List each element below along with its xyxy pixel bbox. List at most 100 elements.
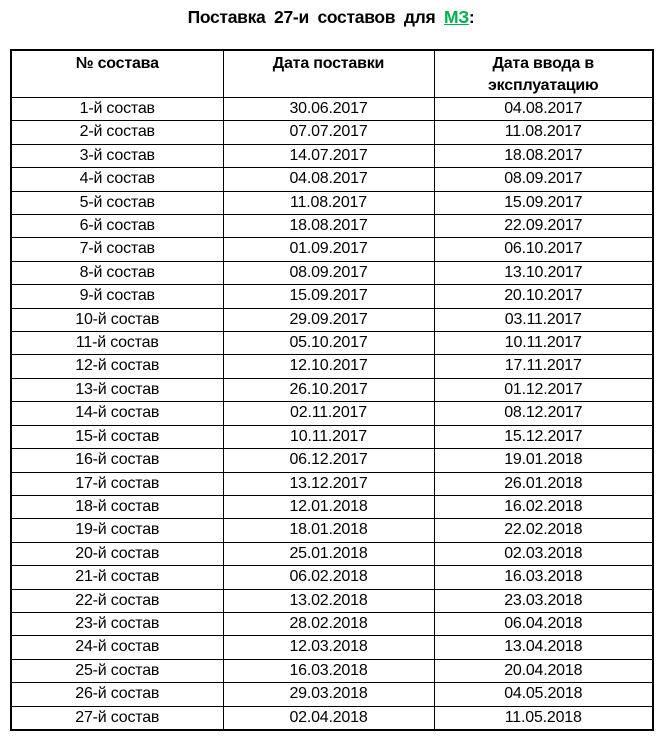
table-cell: 08.12.2017	[433, 401, 654, 426]
table-row: 22-й состав 13.02.2018 23.03.2018	[10, 588, 654, 613]
table-cell: 19-й состав	[10, 518, 224, 543]
table-cell: 13-й состав	[10, 377, 224, 403]
table-cell: 25.01.2018	[222, 541, 435, 567]
table-row: 21-й состав 06.02.2018 16.03.2018	[10, 565, 654, 590]
table-cell: 01.12.2017	[433, 377, 654, 403]
table-cell: 21-й состав	[10, 565, 224, 590]
table-cell: 28.02.2018	[222, 611, 435, 637]
table-row: 15-й состав 10.11.2017 15.12.2017	[10, 424, 654, 450]
table-cell: 04.08.2017	[433, 96, 654, 122]
table-cell: 15.09.2017	[433, 190, 654, 216]
table-row: 27-й состав 02.04.2018 11.05.2018	[10, 705, 654, 731]
table-cell: 9-й состав	[10, 284, 224, 309]
table-cell: 01.09.2017	[222, 237, 435, 262]
table-cell: 02.03.2018	[433, 541, 654, 567]
table-cell: 13.02.2018	[222, 588, 435, 613]
delivery-table: № состава Дата поставки Дата ввода в экс…	[10, 49, 654, 731]
table-cell: 15-й состав	[10, 424, 224, 450]
table-cell: 19.01.2018	[433, 448, 654, 473]
table-cell: 18.08.2017	[433, 143, 654, 169]
table-cell: 18.01.2018	[222, 518, 435, 543]
table-cell: 22.09.2017	[433, 214, 654, 239]
table-cell: 10.11.2017	[222, 424, 435, 450]
table-cell: 20.10.2017	[433, 284, 654, 309]
table-cell: 02.04.2018	[222, 705, 435, 731]
table-cell: 22.02.2018	[433, 518, 654, 543]
table-cell: 15.12.2017	[433, 424, 654, 450]
table-row: 18-й состав 12.01.2018 16.02.2018	[10, 494, 654, 520]
table-cell: 7-й состав	[10, 237, 224, 262]
table-cell: 11.05.2018	[433, 705, 654, 731]
table-cell: 06.04.2018	[433, 611, 654, 637]
table-cell: 12-й состав	[10, 354, 224, 379]
title-text: Поставка 27-и составов для	[187, 7, 444, 27]
table-row: 20-й состав 25.01.2018 02.03.2018	[10, 541, 654, 567]
table-cell: 06.12.2017	[222, 448, 435, 473]
table-cell: 5-й состав	[10, 190, 224, 216]
table-cell: 15.09.2017	[222, 284, 435, 309]
table-cell: 8-й состав	[10, 260, 224, 286]
table-cell: 29.03.2018	[222, 682, 435, 707]
table-row: 19-й состав 18.01.2018 22.02.2018	[10, 518, 654, 543]
table-cell: 18.08.2017	[222, 214, 435, 239]
header-row: № состава Дата поставки Дата ввода в экс…	[10, 49, 654, 98]
table-cell: 16.03.2018	[433, 565, 654, 590]
table-row: 2-й состав 07.07.2017 11.08.2017	[10, 120, 654, 145]
table-cell: 23.03.2018	[433, 588, 654, 613]
table-cell: 1-й состав	[10, 96, 224, 122]
table-cell: 04.08.2017	[222, 167, 435, 192]
table-cell: 16.03.2018	[222, 658, 435, 684]
table-cell: 11.08.2017	[433, 120, 654, 145]
table-cell: 25-й состав	[10, 658, 224, 684]
table-cell: 17-й состав	[10, 471, 224, 496]
table-cell: 13.04.2018	[433, 635, 654, 660]
table-row: 26-й состав 29.03.2018 04.05.2018	[10, 682, 654, 707]
table-cell: 11-й состав	[10, 331, 224, 356]
table-cell: 2-й состав	[10, 120, 224, 145]
table-cell: 07.07.2017	[222, 120, 435, 145]
table-cell: 17.11.2017	[433, 354, 654, 379]
table-cell: 02.11.2017	[222, 401, 435, 426]
table-cell: 05.10.2017	[222, 331, 435, 356]
table-cell: 16-й состав	[10, 448, 224, 473]
table-cell: 11.08.2017	[222, 190, 435, 216]
header-commissioning-date: Дата ввода в эксплуатацию	[433, 49, 654, 98]
table-cell: 6-й состав	[10, 214, 224, 239]
table-cell: 08.09.2017	[222, 260, 435, 286]
page-title: Поставка 27-и составов для МЗ:	[0, 0, 662, 28]
table-cell: 23-й состав	[10, 611, 224, 637]
table-cell: 16.02.2018	[433, 494, 654, 520]
table-cell: 08.09.2017	[433, 167, 654, 192]
table-row: 4-й состав 04.08.2017 08.09.2017	[10, 167, 654, 192]
table-row: 17-й состав 13.12.2017 26.01.2018	[10, 471, 654, 496]
table-cell: 12.10.2017	[222, 354, 435, 379]
table-row: 16-й состав 06.12.2017 19.01.2018	[10, 448, 654, 473]
table-row: 11-й состав 05.10.2017 10.11.2017	[10, 331, 654, 356]
table-row: 23-й состав 28.02.2018 06.04.2018	[10, 611, 654, 637]
table-row: 8-й состав 08.09.2017 13.10.2017	[10, 260, 654, 286]
table-cell: 14-й состав	[10, 401, 224, 426]
table-cell: 12.03.2018	[222, 635, 435, 660]
table-row: 1-й состав 30.06.2017 04.08.2017	[10, 96, 654, 122]
table-row: 3-й состав 14.07.2017 18.08.2017	[10, 143, 654, 169]
table-row: 6-й состав 18.08.2017 22.09.2017	[10, 214, 654, 239]
table-row: 13-й состав 26.10.2017 01.12.2017	[10, 377, 654, 403]
table-row: 10-й состав 29.09.2017 03.11.2017	[10, 307, 654, 333]
table-cell: 4-й состав	[10, 167, 224, 192]
table-body: 1-й состав 30.06.2017 04.08.2017 2-й состав…	[10, 96, 654, 731]
table-cell: 14.07.2017	[222, 143, 435, 169]
table-cell: 20-й состав	[10, 541, 224, 567]
table-row: 14-й состав 02.11.2017 08.12.2017	[10, 401, 654, 426]
table-cell: 29.09.2017	[222, 307, 435, 333]
table-cell: 22-й состав	[10, 588, 224, 613]
table-header: № состава Дата поставки Дата ввода в экс…	[10, 49, 654, 98]
table-row: 9-й состав 15.09.2017 20.10.2017	[10, 284, 654, 309]
table-cell: 13.10.2017	[433, 260, 654, 286]
table-cell: 03.11.2017	[433, 307, 654, 333]
table-cell: 12.01.2018	[222, 494, 435, 520]
table-row: 12-й состав 12.10.2017 17.11.2017	[10, 354, 654, 379]
mz-link[interactable]: МЗ	[443, 7, 469, 27]
table-cell: 10.11.2017	[433, 331, 654, 356]
header-train-number: № состава	[10, 49, 224, 98]
